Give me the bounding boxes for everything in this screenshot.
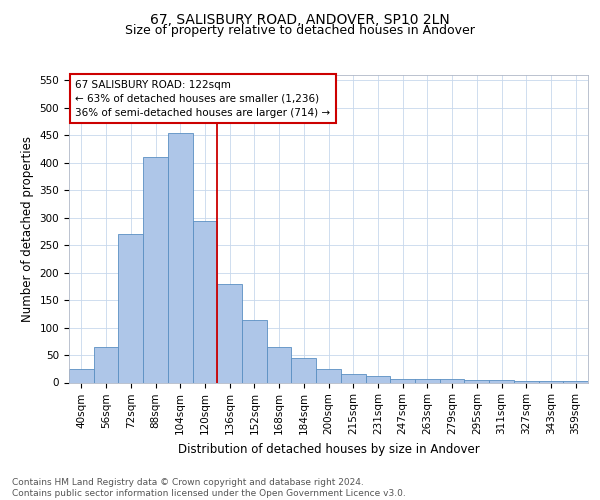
Bar: [217, 284, 242, 382]
Bar: [94, 347, 118, 382]
Bar: [69, 369, 94, 382]
Bar: [365, 376, 390, 382]
Bar: [193, 220, 217, 382]
Bar: [267, 347, 292, 382]
Bar: [292, 358, 316, 382]
Text: Size of property relative to detached houses in Andover: Size of property relative to detached ho…: [125, 24, 475, 37]
Text: 67 SALISBURY ROAD: 122sqm
← 63% of detached houses are smaller (1,236)
36% of se: 67 SALISBURY ROAD: 122sqm ← 63% of detac…: [75, 80, 331, 118]
Bar: [341, 374, 365, 382]
Bar: [514, 381, 539, 382]
Bar: [168, 132, 193, 382]
Bar: [316, 369, 341, 382]
Bar: [242, 320, 267, 382]
X-axis label: Distribution of detached houses by size in Andover: Distribution of detached houses by size …: [178, 442, 479, 456]
Bar: [464, 380, 489, 382]
Bar: [489, 380, 514, 382]
Bar: [440, 379, 464, 382]
Bar: [118, 234, 143, 382]
Bar: [143, 158, 168, 382]
Bar: [415, 379, 440, 382]
Y-axis label: Number of detached properties: Number of detached properties: [21, 136, 34, 322]
Bar: [390, 379, 415, 382]
Text: Contains HM Land Registry data © Crown copyright and database right 2024.
Contai: Contains HM Land Registry data © Crown c…: [12, 478, 406, 498]
Text: 67, SALISBURY ROAD, ANDOVER, SP10 2LN: 67, SALISBURY ROAD, ANDOVER, SP10 2LN: [150, 12, 450, 26]
Bar: [563, 381, 588, 382]
